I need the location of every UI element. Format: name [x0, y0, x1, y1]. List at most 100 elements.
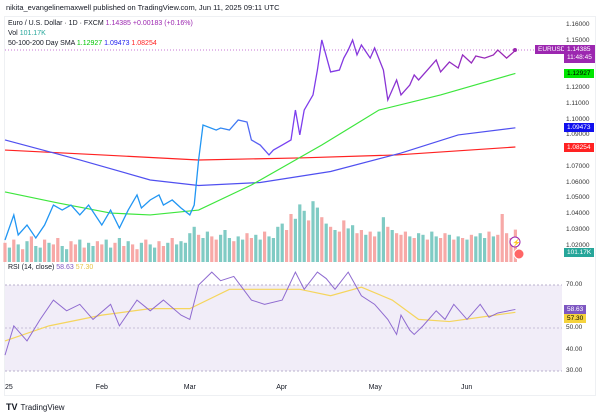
volume-bar	[351, 225, 355, 262]
volume-bar	[166, 242, 170, 262]
vol-label[interactable]: Vol	[8, 30, 18, 37]
volume-bar	[293, 218, 297, 262]
tradingview-logo[interactable]: TV TradingView	[6, 402, 65, 412]
volume-bar	[399, 234, 403, 262]
volume-bar	[82, 247, 86, 262]
volume-bar	[34, 246, 38, 262]
sma-label[interactable]: 50-100-200 Day SMA	[8, 40, 75, 47]
volume-bar	[51, 244, 55, 262]
volume-bar	[109, 247, 113, 262]
volume-bar	[447, 234, 451, 262]
volume-bar	[395, 233, 399, 262]
volume-bar	[412, 238, 416, 262]
volume-bar	[289, 214, 293, 262]
sma100-tag: 1.09473	[564, 123, 594, 132]
sma200-value: 1.08254	[131, 40, 157, 47]
volume-bar	[161, 246, 165, 262]
volume-bar	[131, 244, 135, 262]
tradingview-icon: TV	[6, 402, 18, 412]
volume-bar	[359, 230, 363, 262]
volume-bar	[267, 236, 271, 262]
volume-bar	[29, 236, 33, 262]
volume-bar	[307, 220, 311, 262]
sma200-tag: 1.08254	[564, 143, 594, 152]
sma100-line	[4, 127, 516, 187]
volume-bar	[56, 238, 60, 262]
price-axis-label: 1.09000	[566, 131, 590, 139]
symbol-name[interactable]: Euro / U.S. Dollar · 1D · FXCM	[8, 20, 104, 27]
volume-bar	[113, 242, 117, 262]
volume-bar	[509, 238, 513, 262]
lightning-icon: ⚡	[512, 238, 521, 247]
volume-bar	[38, 247, 42, 262]
price-axis-label: 1.16000	[566, 21, 590, 28]
rsi-tag: 58.63	[564, 305, 587, 314]
dividend-event-icon[interactable]	[509, 236, 521, 248]
volume-bar	[95, 241, 99, 262]
volume-bar	[78, 239, 82, 262]
rsi-axis-label: 40.00	[566, 345, 583, 353]
time-axis-label: Apr	[276, 384, 288, 391]
volume-bar	[386, 226, 390, 262]
volume-bar	[315, 207, 319, 262]
volume-bar	[241, 239, 245, 262]
volume-bar	[425, 239, 429, 262]
volume-bar	[500, 214, 504, 262]
sma-legend: 50-100-200 Day SMA 1.12927 1.09473 1.082…	[8, 40, 157, 47]
time-axis-label: 25	[5, 384, 13, 391]
volume-bar	[329, 226, 333, 262]
volume-bar	[87, 242, 91, 262]
volume-bar	[390, 230, 394, 262]
price-axis-label: 1.11000	[566, 99, 590, 107]
volume-bar	[65, 249, 69, 262]
volume-bar	[280, 223, 284, 262]
volume-bar	[157, 241, 161, 262]
volume-bar	[227, 238, 231, 262]
rsi-label[interactable]: RSI (14, close)	[8, 264, 55, 271]
volume-bar	[197, 234, 201, 262]
volume-bar	[170, 238, 174, 262]
volume-bar	[245, 233, 249, 262]
volume-bar	[91, 246, 95, 262]
volume-bar	[254, 234, 258, 262]
volume-bar	[122, 246, 126, 262]
rsi-legend: RSI (14, close) 58.63 57.30	[8, 264, 93, 271]
rsi-axis-label: 30.00	[566, 367, 583, 374]
volume-bar	[43, 239, 47, 262]
volume-bar	[7, 247, 11, 262]
volume-bar	[298, 204, 302, 262]
us-flag-event-icon[interactable]	[513, 248, 525, 260]
volume-bar	[175, 244, 179, 262]
volume-bar	[135, 249, 139, 262]
volume-bar	[214, 239, 218, 262]
last-price: 1.14385	[105, 20, 131, 27]
volume-bar	[430, 231, 434, 262]
volume-bar	[271, 238, 275, 262]
volume-bar	[117, 238, 121, 262]
rsi-line	[4, 270, 516, 356]
volume-bar	[285, 230, 289, 262]
price-tag-value: 1.14385	[567, 46, 591, 53]
volume-bar	[236, 236, 240, 262]
volume-bar	[100, 244, 104, 262]
time-axis-label: Mar	[183, 384, 196, 391]
volume-bar	[183, 242, 187, 262]
rsi-value: 58.63	[56, 264, 74, 271]
volume-bar	[373, 236, 377, 262]
volume-bar	[461, 238, 465, 262]
volume-bar	[144, 239, 148, 262]
volume-bar	[320, 217, 324, 262]
bar-countdown: 11:48:45	[567, 54, 592, 61]
volume-bar	[3, 242, 7, 262]
volume-bar	[188, 233, 192, 262]
volume-bar	[201, 238, 205, 262]
volume-bar	[210, 236, 214, 262]
volume-bar	[434, 236, 438, 262]
volume-bar	[342, 220, 346, 262]
volume-bar	[487, 231, 491, 262]
volume-bar	[47, 242, 51, 262]
price-axis-label: 1.02000	[566, 241, 590, 249]
volume-bar	[302, 210, 306, 262]
brand-name: TradingView	[20, 402, 65, 412]
